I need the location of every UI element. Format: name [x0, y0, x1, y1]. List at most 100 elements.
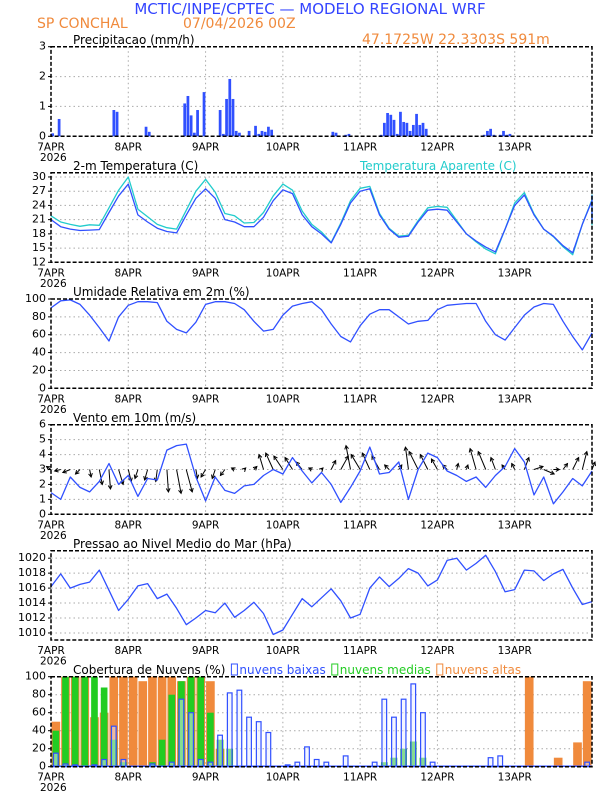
run-time: 07/04/2026 00Z	[183, 16, 296, 32]
wind-title: Vento em 10m (m/s)	[73, 411, 196, 425]
high-cloud-bar	[573, 742, 582, 767]
low-cloud-bar	[188, 712, 195, 768]
wind-arrow-head	[211, 474, 216, 480]
x-tick-label: 7APR	[37, 141, 65, 153]
wind-arrow-head	[319, 467, 324, 472]
wind-arrow-head	[143, 475, 148, 481]
x-tick-label: 11APR	[343, 393, 377, 405]
x-year-label: 2026	[40, 782, 67, 792]
y-tick-label: 60	[32, 328, 46, 341]
main-title: MCTIC/INPE/CPTEC — MODELO REGIONAL WRF	[134, 0, 485, 18]
wind-arrow	[144, 469, 149, 481]
y-tick-label: 0	[39, 129, 46, 142]
low-cloud-bar	[487, 757, 494, 768]
wind-arrow	[195, 469, 198, 479]
wind-speed-line	[50, 443, 593, 505]
x-tick-label: 12APR	[420, 393, 454, 405]
y-tick-label: 1010	[18, 626, 46, 639]
precip-bar	[192, 132, 196, 137]
wind-arrow-head	[165, 488, 171, 493]
high-cloud-bar	[109, 676, 119, 767]
x-tick-label: 9APR	[192, 267, 220, 279]
wind-arrow-head	[350, 453, 355, 459]
wind-arrow-head	[408, 450, 413, 456]
y-tick-label: 1	[39, 492, 46, 505]
x-year-label: 2026	[40, 152, 67, 164]
y-tick-label: 80	[32, 688, 46, 701]
low-cloud-bar	[497, 755, 504, 768]
wind-arrow	[469, 448, 477, 470]
wind-arrow-head	[241, 467, 247, 472]
x-tick-label: 10APR	[266, 772, 300, 784]
precip-title: Precipitacao (mm/h)	[73, 33, 195, 47]
y-tick-label: 18	[32, 227, 46, 240]
precip-bar	[228, 78, 232, 137]
y-tick-label: 20	[32, 363, 46, 376]
wind-arrow	[431, 458, 438, 470]
low-cloud-bar	[52, 752, 59, 768]
station-name: SP CONCHAL	[37, 16, 128, 32]
wind-arrow-head	[284, 456, 289, 462]
mid-cloud-bar	[62, 676, 69, 767]
wind-arrow-head	[307, 467, 313, 472]
wind-arrow-head	[525, 456, 530, 462]
wind-arrow	[265, 452, 274, 470]
precip-bar	[395, 133, 399, 137]
wind-arrow-head	[361, 452, 366, 458]
humidity-line	[50, 299, 593, 351]
precip-bar	[405, 122, 409, 137]
wind-arrow-head	[45, 465, 51, 471]
y-tick-label: 100	[25, 670, 46, 683]
x-tick-label: 9APR	[192, 393, 220, 405]
precip-bar	[221, 133, 225, 137]
precip-bar	[147, 131, 151, 137]
low-cloud-bar	[178, 698, 185, 768]
precip-bar	[408, 130, 412, 137]
wind-arrow	[384, 464, 390, 470]
precip-bar	[196, 110, 199, 137]
precip-bar	[418, 124, 422, 137]
y-tick-label: 0	[39, 507, 46, 520]
precip-bar	[389, 114, 393, 137]
humidity-title: Umidade Relativa em 2m (%)	[73, 285, 250, 299]
precip-bar	[186, 95, 190, 137]
temperature-line	[50, 183, 593, 254]
wind-arrow-head	[344, 444, 349, 450]
wind-arrow-head	[133, 474, 139, 480]
y-tick-label: 3	[39, 463, 46, 476]
wind-arrow	[523, 457, 530, 470]
precip-bar	[386, 113, 389, 137]
precip-bar	[218, 110, 222, 137]
wind-arrow	[89, 469, 92, 478]
precip-bar	[347, 133, 351, 137]
wind-arrow-head	[477, 450, 482, 456]
location-coordinates: 47.1725W 22.3303S 591m	[362, 32, 550, 48]
y-tick-label: 1	[39, 99, 46, 112]
panel-clouds: 0 20 40 60 80 100 7APR 8APR 9APR 10APR 11APR 12APR 1…	[25, 670, 593, 792]
precip-bar	[334, 132, 338, 137]
mid-cloud-bar	[100, 687, 108, 767]
wind-arrow-head	[468, 447, 474, 453]
y-tick-label: 15	[32, 241, 46, 254]
wind-arrow	[220, 469, 226, 476]
wind-arrow-head	[219, 471, 225, 477]
wind-arrow-head	[419, 453, 424, 459]
wind-arrow	[108, 469, 111, 489]
precip-bar	[392, 119, 396, 137]
y-tick-label: 1018	[18, 566, 46, 579]
precip-bar	[411, 124, 415, 137]
wind-arrow	[404, 447, 409, 470]
wind-arrow-head	[99, 480, 104, 486]
high-cloud-bar	[138, 681, 148, 767]
precip-bar	[112, 110, 116, 137]
precip-bar	[260, 130, 264, 137]
x-tick-label: 10APR	[266, 519, 300, 531]
apparent-temperature-legend: Temperatura Aparente (C)	[359, 159, 517, 173]
x-tick-label: 10APR	[266, 645, 300, 657]
y-tick-label: 5	[39, 433, 46, 446]
y-tick-label: 1020	[18, 551, 46, 564]
wind-arrow	[98, 469, 103, 485]
x-tick-label: 12APR	[420, 267, 454, 279]
wind-arrow	[419, 454, 429, 470]
